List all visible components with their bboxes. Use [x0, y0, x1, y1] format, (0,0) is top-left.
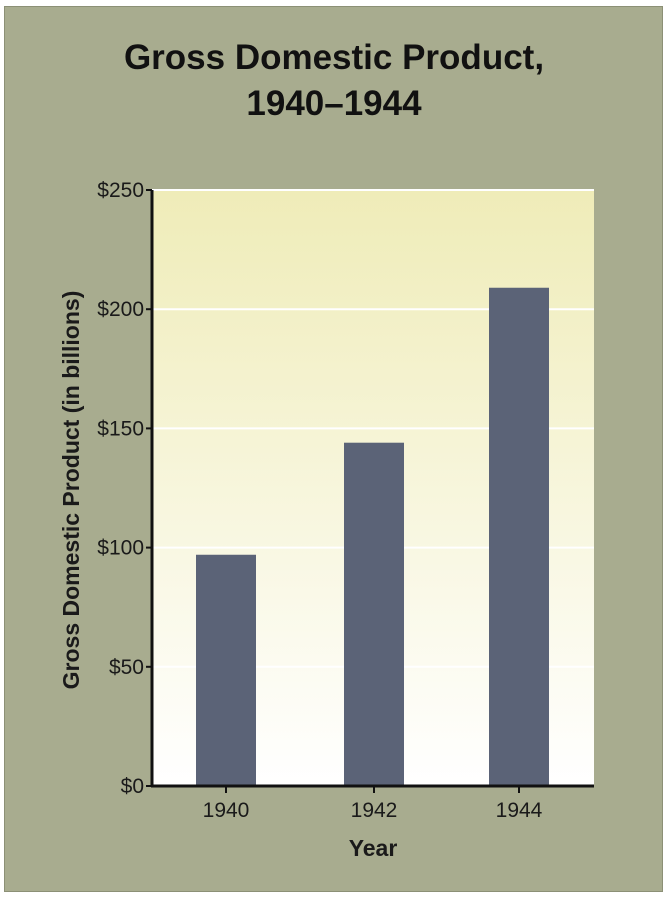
- bar-1942: [344, 442, 404, 786]
- chart-title-line-1: Gross Domestic Product,: [123, 38, 545, 77]
- y-tick-label: $150: [97, 417, 144, 440]
- y-tick-label: $100: [97, 537, 144, 560]
- bar-1944: [489, 287, 549, 786]
- x-axis-title: Year: [349, 835, 398, 861]
- y-tick-label: $0: [121, 775, 144, 798]
- bar-1940: [196, 554, 256, 786]
- x-tick-label: 1944: [496, 799, 543, 822]
- y-tick-label: $250: [97, 179, 144, 202]
- y-axis-title: Gross Domestic Product (in billions): [58, 291, 84, 690]
- x-tick-label: 1940: [203, 799, 250, 822]
- chart-title-line-2: 1940–1944: [246, 84, 422, 123]
- y-tick-label: $50: [109, 656, 144, 679]
- x-tick-label: 1942: [351, 799, 398, 822]
- y-tick-label: $200: [97, 298, 144, 321]
